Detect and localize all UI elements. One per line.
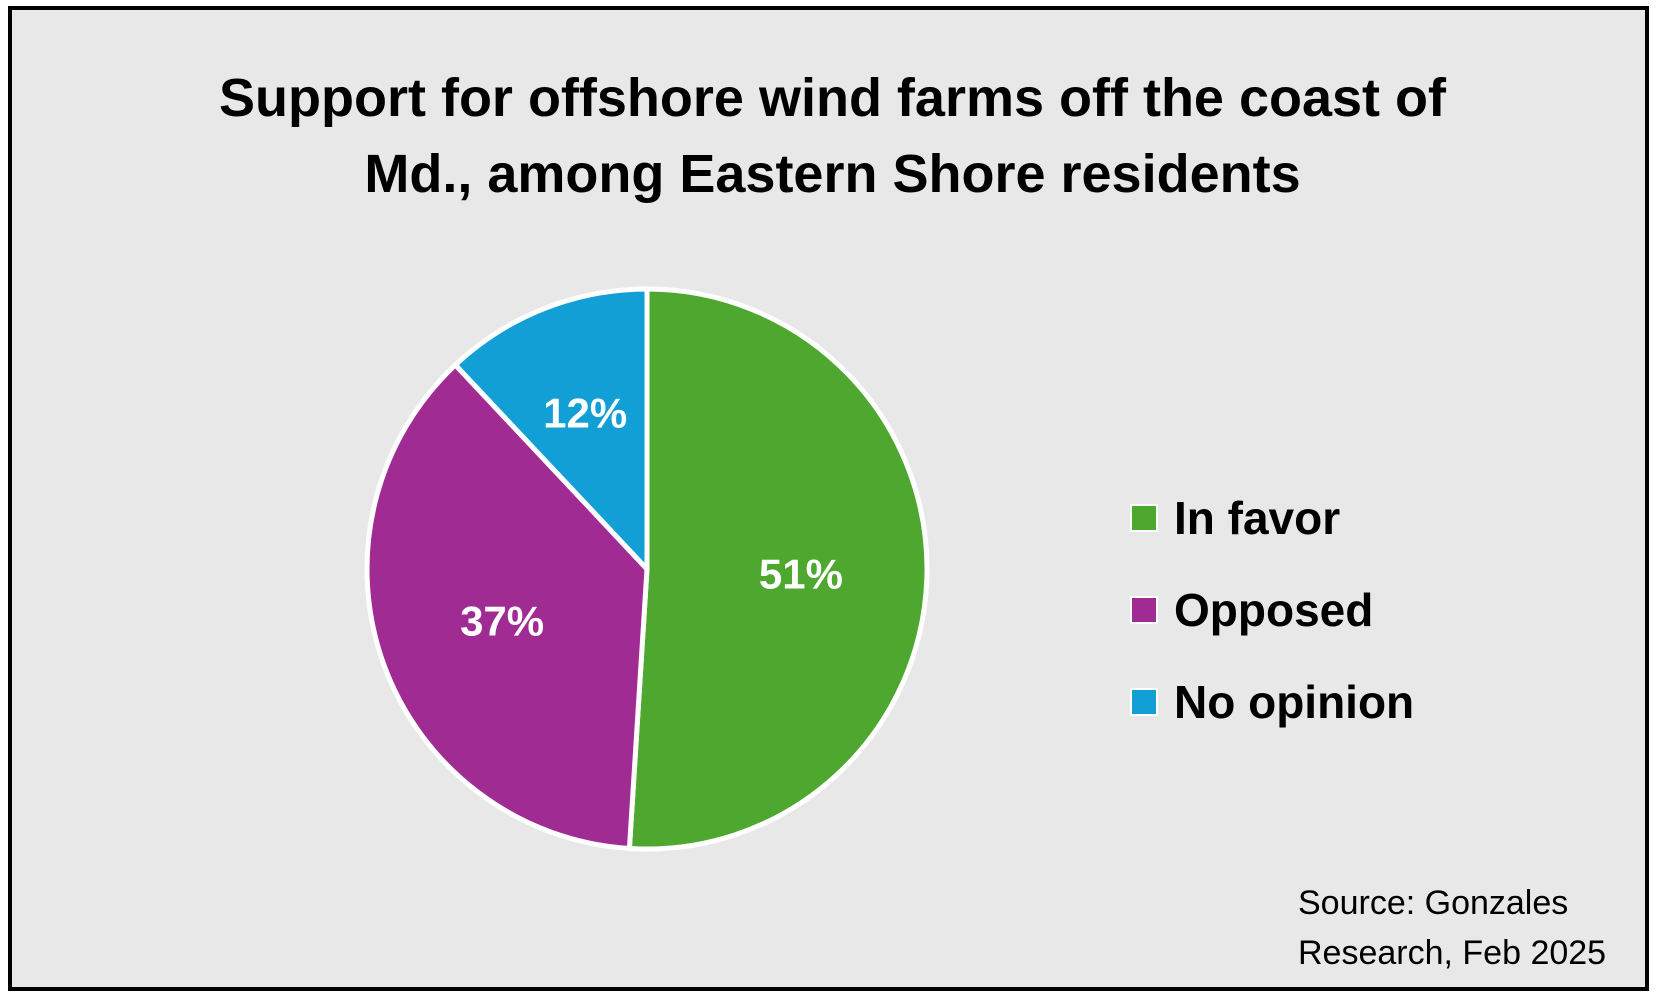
chart-legend: In favor Opposed No opinion [1130, 472, 1414, 748]
legend-swatch-opposed [1130, 596, 1158, 624]
legend-swatch-no-opinion [1130, 688, 1158, 716]
legend-label-opposed: Opposed [1174, 584, 1374, 636]
legend-item-in-favor: In favor [1130, 472, 1414, 564]
pie-label-opposed: 37% [460, 598, 544, 645]
chart-title-line-1: Support for offshore wind farms off the … [219, 68, 1446, 128]
legend-label-in-favor: In favor [1174, 492, 1341, 544]
pie-chart: 51% 37% 12% [364, 286, 930, 852]
legend-label-no-opinion: No opinion [1174, 676, 1415, 728]
source-line-1: Source: Gonzales [1298, 884, 1569, 922]
chart-frame: Support for offshore wind farms off the … [8, 6, 1649, 991]
pie-label-in-favor: 51% [759, 550, 843, 597]
legend-item-no-opinion: No opinion [1130, 656, 1414, 748]
legend-swatch-in-favor [1130, 504, 1158, 532]
source-note: Source: Gonzales Research, Feb 2025 [1298, 878, 1606, 978]
pie-slice-in-favor [626, 286, 930, 852]
chart-title-line-2: Md., among Eastern Shore residents [364, 144, 1301, 204]
legend-item-opposed: Opposed [1130, 564, 1414, 656]
source-line-2: Research, Feb 2025 [1298, 934, 1607, 972]
pie-label-no-opinion: 12% [543, 389, 627, 436]
pie-slice-opposed [364, 362, 650, 851]
pie-slice-no-opinion [452, 286, 650, 572]
chart-title: Support for offshore wind farms off the … [12, 60, 1653, 212]
